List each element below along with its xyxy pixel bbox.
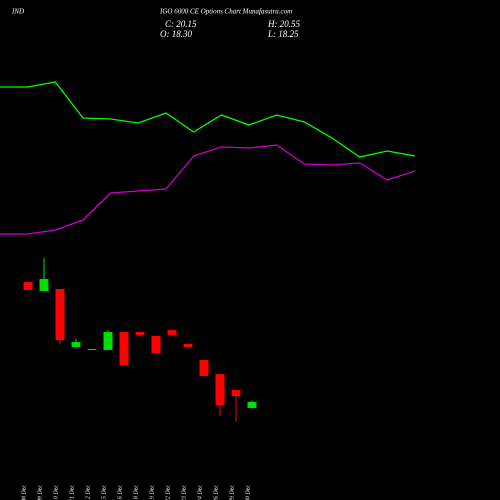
candle-body xyxy=(183,344,193,348)
candle-body xyxy=(71,342,81,348)
candle-body xyxy=(103,332,113,351)
x-tick-label: 26 Dec xyxy=(213,485,219,500)
x-tick-label: 29 Dec xyxy=(229,485,235,500)
candle-body xyxy=(231,390,241,397)
x-tick-label: 16 Dec xyxy=(117,485,123,500)
x-tick-label: 09 Dec xyxy=(37,485,43,500)
title-left: IND xyxy=(11,8,24,16)
x-tick-label: 22 Dec xyxy=(165,485,171,500)
x-tick-label: 19 Dec xyxy=(149,485,155,500)
candle-body xyxy=(135,332,145,336)
candle-body xyxy=(151,336,161,354)
chart-title: IGO 6000 CE Options Chart Munafasutra.co… xyxy=(159,8,292,16)
x-tick-label: 30 Dec xyxy=(245,485,251,500)
open-label: O: 18.30 xyxy=(160,29,192,39)
candle-body xyxy=(39,279,49,292)
candle-body xyxy=(87,349,97,351)
x-tick-label: 24 Dec xyxy=(196,485,203,500)
candle-body xyxy=(55,289,65,341)
candle-body xyxy=(119,332,129,366)
x-tick-label: 18 Dec xyxy=(133,485,139,500)
x-tick-label: 08 Dec xyxy=(21,485,27,500)
high-label: H: 20.55 xyxy=(267,19,300,29)
low-label: L: 18.25 xyxy=(267,29,299,39)
x-tick-label: 11 Dec xyxy=(69,485,75,500)
indicator-line xyxy=(0,81,416,158)
candle-body xyxy=(215,374,225,406)
x-tick-label: 15 Dec xyxy=(101,485,107,500)
close-label: C: 20.15 xyxy=(165,19,197,29)
candle-body xyxy=(199,360,209,377)
x-tick-label: 23 Dec xyxy=(181,485,187,500)
x-tick-label: 12 Dec xyxy=(85,485,91,500)
candle-body xyxy=(247,401,257,409)
candle-body xyxy=(23,282,33,291)
candle-body xyxy=(167,330,177,336)
indicator-line xyxy=(0,144,416,235)
x-tick-label: 10 Dec xyxy=(53,485,59,500)
